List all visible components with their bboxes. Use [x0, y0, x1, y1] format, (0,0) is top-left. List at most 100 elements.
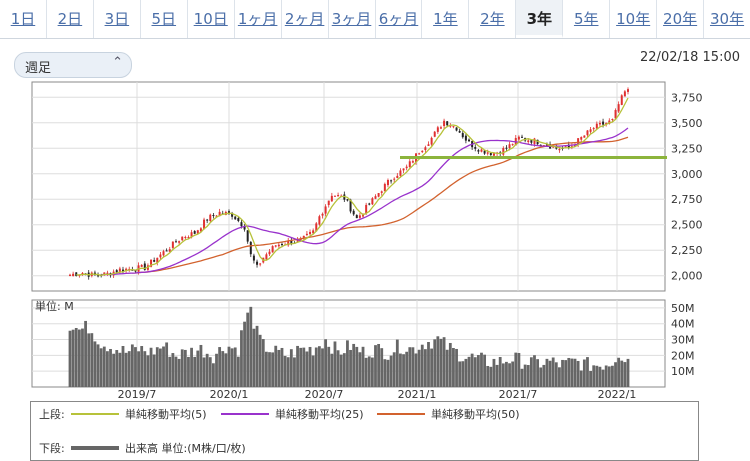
legend-lower-label: 下段: — [39, 442, 65, 455]
tab-14[interactable]: 20年 — [657, 0, 705, 38]
tab-1[interactable]: 2日 — [47, 0, 94, 38]
candle-body — [268, 251, 271, 255]
tab-7[interactable]: 3ヶ月 — [329, 0, 376, 38]
tab-13[interactable]: 10年 — [610, 0, 658, 38]
volume-bar — [162, 346, 165, 387]
volume-bar — [205, 353, 209, 387]
volume-bar — [458, 361, 462, 387]
candle-body — [209, 214, 212, 221]
volume-bar — [514, 352, 518, 387]
volume-bar — [159, 348, 162, 387]
tab-4[interactable]: 10日 — [188, 0, 235, 38]
volume-bar — [305, 351, 309, 387]
candle-body — [564, 145, 567, 147]
volume-bar — [567, 357, 571, 387]
volume-bar — [380, 348, 384, 387]
volume-bar — [501, 363, 505, 387]
candle-body — [156, 257, 159, 263]
candle-body — [452, 126, 455, 128]
candle-body — [592, 128, 595, 130]
volume-bar — [190, 347, 193, 387]
candle-body — [218, 211, 221, 217]
candle-body — [393, 178, 396, 180]
tab-3[interactable]: 5日 — [141, 0, 188, 38]
volume-bar — [317, 346, 321, 387]
candle-body — [318, 216, 321, 225]
candle-body — [430, 137, 433, 145]
volume-bar — [81, 328, 84, 387]
candle-body — [312, 230, 315, 234]
volume-bar — [152, 354, 156, 387]
volume-bar — [330, 353, 334, 387]
candle-body — [421, 150, 424, 153]
candle-body — [315, 223, 318, 232]
tab-8[interactable]: 6ヶ月 — [376, 0, 423, 38]
period-select[interactable]: 週足 ⌃ — [14, 52, 132, 78]
volume-bar — [523, 364, 527, 387]
volume-bar — [342, 353, 346, 387]
candle-body — [486, 152, 489, 154]
volume-bar — [533, 355, 536, 387]
volume-bar — [333, 341, 337, 387]
candle-body — [277, 244, 280, 247]
volume-bar — [423, 349, 427, 387]
x-tick-label: 2020/7 — [305, 388, 344, 401]
candle-body — [408, 161, 411, 168]
tab-0[interactable]: 1日 — [0, 0, 47, 38]
volume-tick-label: 30M — [671, 334, 695, 347]
volume-bar — [321, 348, 324, 387]
legend-ma25: 単純移動平均(25) — [215, 406, 364, 422]
volume-bar — [607, 366, 611, 387]
tab-11[interactable]: 3年 — [516, 0, 564, 38]
price-tick-label: 3,000 — [671, 168, 703, 181]
price-tick-label: 3,500 — [671, 117, 703, 130]
volume-bar — [405, 351, 409, 387]
candle-body — [405, 166, 408, 169]
volume-bar — [554, 362, 558, 387]
candle-body — [371, 198, 374, 205]
volume-bar — [420, 344, 424, 387]
volume-bar — [314, 347, 318, 387]
candle-body — [243, 226, 246, 230]
volume-bar — [115, 350, 119, 387]
tab-5[interactable]: 1ヶ月 — [235, 0, 282, 38]
volume-bar — [258, 334, 262, 387]
candle-body — [206, 219, 209, 221]
volume-bar — [308, 346, 312, 387]
volume-bar — [99, 348, 103, 387]
candle-body — [480, 149, 483, 152]
candle-body — [181, 236, 184, 241]
volume-bar — [483, 354, 487, 387]
candle-body — [125, 268, 128, 271]
volume-bar — [255, 325, 259, 387]
volume-bar — [311, 355, 315, 387]
volume-bar — [121, 346, 125, 387]
tab-15[interactable]: 30年 — [709, 10, 745, 28]
volume-bar — [520, 368, 524, 387]
volume-bar — [442, 337, 446, 387]
candle-body — [396, 175, 399, 178]
candle-body — [193, 231, 196, 234]
candle-body — [583, 135, 586, 138]
tab-9[interactable]: 1年 — [422, 0, 470, 38]
volume-bar — [564, 360, 568, 387]
volume-bar — [243, 321, 246, 387]
tab-2[interactable]: 3日 — [94, 0, 141, 38]
candle-body — [134, 270, 137, 272]
candle-body — [605, 122, 608, 125]
volume-bar — [268, 352, 271, 387]
volume-bar — [187, 356, 190, 387]
volume-bar — [352, 343, 356, 387]
volume-bar — [374, 345, 377, 387]
volume-bar — [215, 353, 218, 387]
candle-body — [530, 140, 533, 143]
volume-bar — [480, 352, 483, 387]
tab-10[interactable]: 2年 — [469, 0, 517, 38]
volume-bar — [211, 363, 215, 387]
volume-bar — [140, 346, 144, 387]
tab-12[interactable]: 5年 — [563, 0, 611, 38]
volume-tick-label: 40M — [671, 318, 695, 331]
tab-6[interactable]: 2ヶ月 — [282, 0, 329, 38]
candle-body — [143, 263, 146, 270]
legend-volume-swatch — [71, 446, 119, 450]
